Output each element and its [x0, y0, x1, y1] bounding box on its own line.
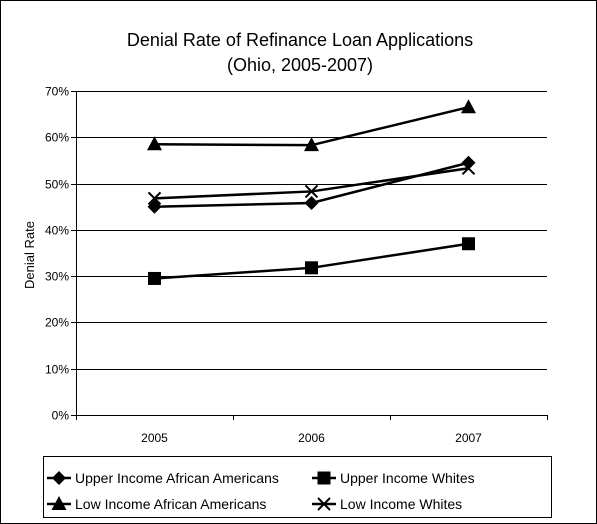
legend-marker-diamond: [52, 471, 66, 485]
data-point-x: [147, 191, 162, 206]
legend-marker-triangle: [51, 496, 67, 510]
data-point-x: [461, 161, 476, 176]
legend-item: Upper Income Whites: [312, 470, 475, 486]
data-point-diamond: [304, 196, 319, 211]
data-point-square: [148, 271, 161, 285]
legend-item: Upper Income African Americans: [47, 470, 279, 486]
data-point-diamond: [461, 155, 476, 170]
x-tick-label: 2005: [141, 431, 168, 445]
data-point-triangle: [147, 136, 162, 151]
data-point-square: [305, 261, 318, 275]
legend-marker-square: [317, 471, 331, 485]
chart-subtitle: (Ohio, 2005-2007): [227, 55, 373, 75]
chart-title: Denial Rate of Refinance Loan Applicatio…: [127, 30, 473, 50]
y-tick-label: 10%: [45, 363, 69, 377]
data-point-square: [462, 237, 475, 251]
y-tick-labels: 0% 10% 20% 30% 40% 50% 60% 70%: [45, 85, 69, 423]
legend-label: Low Income African Americans: [75, 496, 266, 512]
data-point-triangle: [461, 99, 476, 114]
y-axis-label: Denial Rate: [22, 221, 37, 289]
y-tick-label: 40%: [45, 224, 69, 238]
x-tick-label: 2006: [298, 431, 325, 445]
legend-label: Low Income Whites: [340, 496, 462, 512]
y-tick-label: 30%: [45, 270, 69, 284]
series-markers: [147, 99, 476, 285]
x-tick-labels: 2005 2006 2007: [141, 431, 482, 445]
legend-marker-x: [317, 497, 331, 511]
y-tick-label: 20%: [45, 316, 69, 330]
y-tick-label: 70%: [45, 85, 69, 99]
legend-item: Low Income Whites: [312, 496, 462, 512]
legend-item: Low Income African Americans: [47, 496, 266, 512]
legend-box: [43, 456, 552, 518]
y-tick-label: 50%: [45, 178, 69, 192]
data-point-triangle: [304, 137, 319, 152]
legend: Upper Income African Americans Upper Inco…: [47, 470, 475, 512]
y-tick-label: 60%: [45, 131, 69, 145]
y-tick-label: 0%: [52, 409, 70, 423]
x-tick-label: 2007: [455, 431, 482, 445]
legend-label: Upper Income African Americans: [75, 470, 279, 486]
legend-label: Upper Income Whites: [340, 470, 475, 486]
data-point-x: [304, 184, 319, 199]
